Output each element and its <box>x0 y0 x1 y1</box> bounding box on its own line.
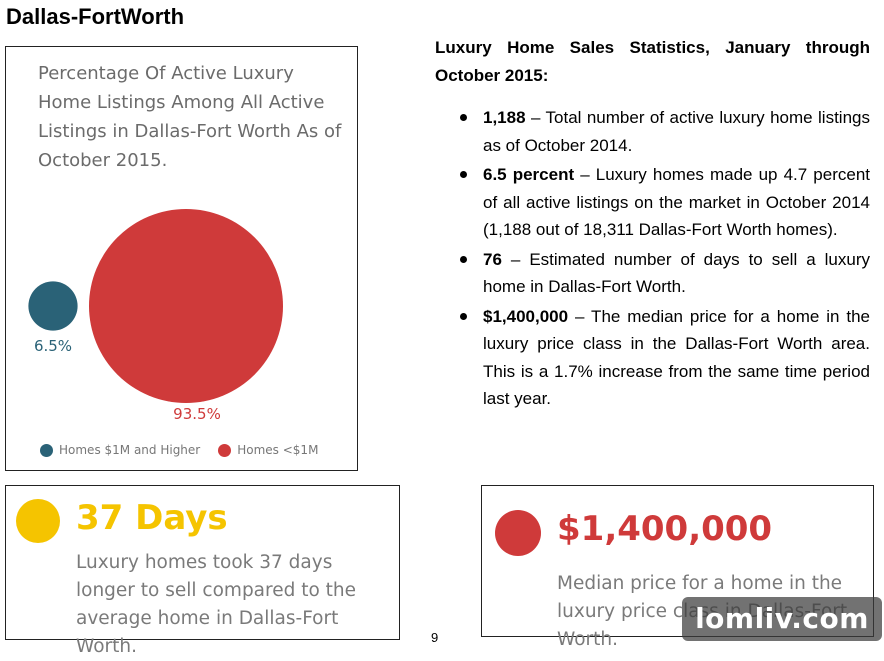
days-caption: Luxury homes took 37 days longer to sell… <box>76 552 357 657</box>
red-circle-icon <box>495 510 541 556</box>
legend-dot-icon <box>218 443 232 457</box>
list-item: 76 – Estimated number of days to sell a … <box>458 246 870 301</box>
watermark: lomliv.com <box>682 597 882 641</box>
legend-label: Homes <$1M <box>237 443 319 457</box>
yellow-circle-icon <box>16 499 60 543</box>
list-item: 6.5 percent – Luxury homes made up 4.7 p… <box>458 161 870 244</box>
stat-text: – Total number of active luxury home lis… <box>483 108 870 155</box>
stat-text: – Luxury homes made up 4.7 percent of al… <box>483 165 871 239</box>
bubble-label-small: 6.5% <box>34 337 72 355</box>
list-item: $1,400,000 – The median price for a home… <box>458 303 870 413</box>
list-item: 1,188 – Total number of active luxury ho… <box>458 104 870 159</box>
legend-label: Homes $1M and Higher <box>59 443 201 457</box>
bubble-label-large: 93.5% <box>173 405 221 423</box>
stat-value: $1,400,000 <box>483 306 569 326</box>
days-headline: 37 Days <box>76 498 228 538</box>
stat-value: 6.5 percent <box>483 165 575 184</box>
page-number: 9 <box>431 630 439 645</box>
chart-legend: Homes $1M and Higher Homes <$1M <box>40 443 336 457</box>
days-card: 37 Days Luxury homes took 37 days longer… <box>5 485 400 657</box>
legend-dot-icon <box>40 443 53 457</box>
stat-value: 76 <box>483 249 502 269</box>
stat-text: – The median price for a home in the lux… <box>483 306 870 409</box>
legend-item-homes-under-1m: Homes <$1M <box>218 443 318 457</box>
legend-item-homes-1m-and-higher: Homes $1M and Higher <box>40 443 200 457</box>
bubble-chart: 6.5% 93.5% <box>28 209 283 423</box>
chart-title: Percentage Of Active Luxury Home Listing… <box>38 63 342 171</box>
bubble-homes-under-1m <box>89 209 283 403</box>
stats-heading: Luxury Home Sales Statistics, January th… <box>435 38 870 85</box>
page-title: Dallas-FortWorth <box>6 4 185 29</box>
bubble-chart-card: Percentage Of Active Luxury Home Listing… <box>5 46 358 471</box>
stats-list: 1,188 – Total number of active luxury ho… <box>458 104 870 415</box>
bubble-homes-1m-and-higher <box>28 281 78 331</box>
stat-value: 1,188 <box>483 108 526 127</box>
stat-text: – Estimated number of days to sell a lux… <box>483 249 870 297</box>
price-headline: $1,400,000 <box>557 509 773 549</box>
